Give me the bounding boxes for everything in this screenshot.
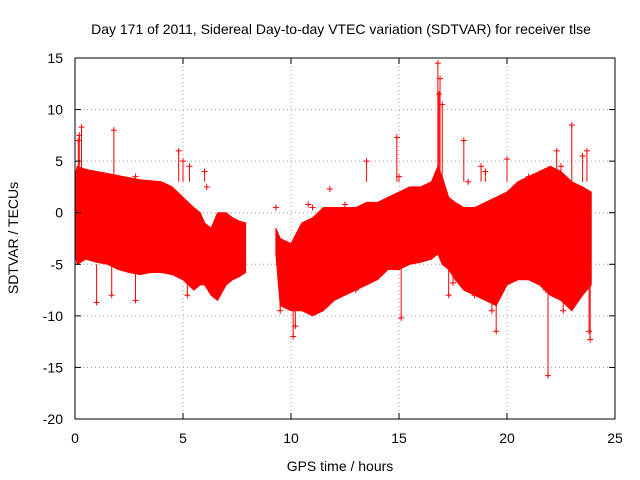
x-tick-label: 15 bbox=[391, 430, 407, 446]
data-series bbox=[74, 60, 594, 379]
y-axis-title: SDTVAR / TECUs bbox=[5, 182, 21, 294]
data-point-marker bbox=[203, 183, 210, 190]
x-tick-label: 25 bbox=[607, 430, 623, 446]
x-tick-label: 10 bbox=[283, 430, 299, 446]
data-point-marker bbox=[305, 201, 312, 208]
data-band-segment-1 bbox=[74, 165, 247, 302]
y-tick-label: 15 bbox=[47, 50, 63, 66]
data-band-segment-2 bbox=[275, 165, 592, 317]
chart-title: Day 171 of 2011, Sidereal Day-to-day VTE… bbox=[91, 21, 591, 37]
data-point-marker bbox=[309, 204, 316, 211]
data-point-marker bbox=[465, 178, 472, 185]
x-axis-title: GPS time / hours bbox=[287, 458, 394, 474]
plot-frame bbox=[74, 57, 616, 420]
axes: 0 5 10 15 20 25 -20 -15 -10 -5 0 5 10 15 bbox=[43, 50, 623, 446]
data-point-marker bbox=[342, 201, 348, 208]
y-tick-label: -15 bbox=[43, 359, 63, 375]
x-tick-label: 0 bbox=[71, 430, 79, 446]
y-tick-label: -10 bbox=[43, 308, 63, 324]
data-point-marker bbox=[326, 185, 333, 192]
y-tick-label: -5 bbox=[51, 256, 64, 272]
data-point-marker bbox=[272, 204, 279, 211]
y-tick-label: 5 bbox=[55, 153, 63, 169]
y-tick-label: 0 bbox=[55, 205, 63, 221]
y-tick-label: -20 bbox=[43, 411, 63, 427]
x-tick-label: 5 bbox=[179, 430, 187, 446]
y-tick-label: 10 bbox=[47, 102, 63, 118]
x-tick-label: 20 bbox=[499, 430, 515, 446]
